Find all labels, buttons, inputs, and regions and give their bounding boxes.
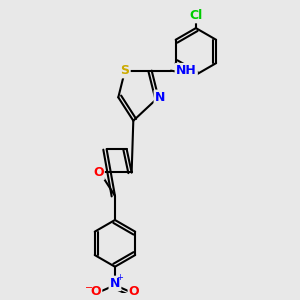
- Text: Cl: Cl: [189, 9, 203, 22]
- Text: −: −: [85, 284, 93, 293]
- Text: NH: NH: [176, 64, 196, 77]
- Text: O: O: [91, 285, 101, 298]
- Text: N: N: [110, 277, 120, 290]
- Text: N: N: [155, 91, 165, 104]
- Text: +: +: [116, 273, 123, 282]
- Text: O: O: [129, 285, 140, 298]
- Text: O: O: [93, 166, 104, 179]
- Text: S: S: [121, 64, 130, 77]
